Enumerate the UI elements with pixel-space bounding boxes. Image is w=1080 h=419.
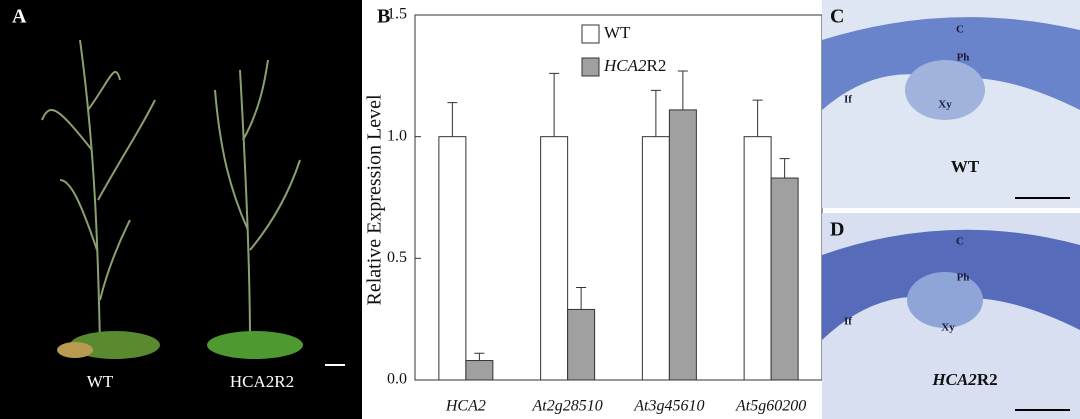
photo-caption: HCA2R2 — [230, 372, 294, 391]
bar — [743, 136, 772, 381]
error-bar — [650, 89, 661, 137]
tissue — [905, 60, 985, 120]
tissue-label: C — [956, 24, 964, 36]
panel-label: D — [830, 219, 844, 241]
error-bar — [447, 102, 458, 137]
error-bar — [752, 99, 763, 137]
y-tick-label: 1.0 — [387, 127, 407, 144]
legend-swatch — [581, 24, 600, 44]
plant-wt — [41, 39, 156, 346]
rosette — [207, 331, 303, 359]
panel-b: B Relative Expression Level 0.0 0.5 1.0 1.5… — [364, 6, 823, 415]
legend-swatch — [581, 57, 600, 77]
x-tick-label: At3g45610 — [633, 398, 704, 415]
rosette-leaf — [57, 342, 93, 358]
y-tick-label: 0.0 — [387, 371, 407, 388]
tissue-label: Xy — [938, 99, 952, 111]
bar — [668, 109, 697, 381]
tissue-label: Ph — [957, 52, 970, 64]
x-tick-label: At5g60200 — [735, 398, 806, 415]
x-tick-label: HCA2 — [445, 398, 486, 415]
photo-caption: HCA2R2 — [931, 370, 997, 389]
tissue — [907, 272, 983, 328]
tissue-label: If — [844, 94, 852, 106]
x-tick-label: At2g28510 — [532, 398, 603, 415]
y-tick-label: 0.5 — [387, 249, 407, 266]
legend-label: WT — [604, 23, 631, 42]
y-tick-label: 1.5 — [387, 6, 407, 23]
photo-caption: WT — [87, 372, 114, 391]
panel-c — [822, 0, 1080, 208]
tissue-label: Xy — [941, 322, 955, 334]
bar — [567, 308, 596, 381]
rosette — [70, 331, 160, 359]
panel-label: B — [377, 6, 390, 28]
y-axis-label: Relative Expression Level — [364, 94, 386, 305]
photo-background — [0, 0, 362, 419]
error-bar — [474, 352, 485, 361]
tissue-label: C — [956, 236, 964, 248]
plant-mutant — [214, 59, 301, 346]
error-bar — [549, 72, 560, 137]
bar — [641, 136, 670, 381]
error-bar — [779, 158, 790, 179]
bar — [465, 360, 494, 381]
tissue-label: Ph — [957, 272, 970, 284]
bar — [540, 136, 569, 381]
bar — [770, 177, 799, 381]
error-bar — [576, 287, 587, 310]
panel-label: A — [12, 6, 27, 28]
legend-label: HCA2R2 — [603, 56, 666, 75]
panel-d — [822, 213, 1080, 419]
panel-label: C — [830, 6, 844, 28]
error-bar — [677, 70, 688, 110]
panel-a: A WT HCA2R2 — [0, 0, 362, 419]
photo-caption: WT — [951, 157, 980, 176]
tissue-label: If — [844, 316, 852, 328]
bar — [438, 136, 467, 381]
